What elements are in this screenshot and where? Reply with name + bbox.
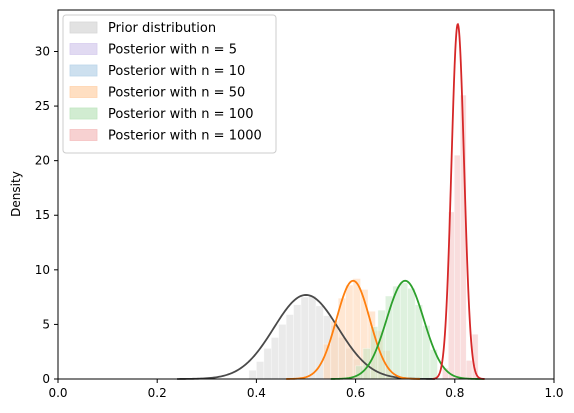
legend-swatch [69,64,98,77]
y-axis-label: Density [9,171,23,217]
histogram-bar [345,284,354,380]
histogram-bar [248,369,257,380]
histogram-bar [399,282,408,380]
histogram-bar [352,278,361,380]
legend: Prior distribution Posterior with n = 5 Po… [62,14,277,154]
axes-frame [57,9,555,380]
histogram-bar [263,348,272,380]
legend-label: Posterior with n = 50 [108,86,245,101]
histogram-bar [454,154,461,380]
x-tick-label: 1.0 [544,386,563,400]
legend-label: Posterior with n = 10 [108,64,245,79]
plot-content [177,22,485,380]
density-curve-0 [177,294,435,380]
histogram-bar [285,314,294,380]
density-curve-3 [432,22,485,380]
y-tick-label: 20 [35,154,50,168]
y-tick-label: 15 [35,208,50,222]
histogram-bar [330,320,339,380]
legend-swatch [69,129,98,141]
histogram-bar [308,295,317,380]
histogram-bar [407,288,416,380]
density-curve-2 [330,279,485,380]
histogram-bar [392,285,401,380]
histogram-bar [293,304,302,380]
y-axis: 0 5 10 15 20 25 30 [35,44,58,386]
histogram-bar [256,361,265,380]
x-tick-label: 0.6 [346,386,365,400]
legend-label: Posterior with n = 1000 [108,129,262,144]
legend-label: Posterior with n = 100 [108,107,254,122]
histogram-bar [414,304,423,380]
density-curve-1 [286,279,421,380]
histogram-bar [465,360,473,380]
x-tick-label: 0.2 [148,386,167,400]
histogram-bar [270,337,280,380]
histogram-bar [278,324,287,380]
x-tick-label: 0.0 [48,386,67,400]
y-tick-label: 30 [35,44,50,58]
legend-swatch [69,86,98,98]
x-tick-label: 0.4 [247,386,266,400]
y-tick-label: 0 [42,372,50,386]
y-tick-label: 25 [35,99,50,113]
x-axis: 0.0 0.2 0.4 0.6 0.8 1.0 [48,379,564,400]
legend-label: Prior distribution [108,21,216,36]
legend-swatch [69,21,98,34]
legend-swatch [69,43,98,55]
legend-frame [62,14,277,154]
y-tick-label: 5 [42,317,50,331]
histogram-bar [300,296,309,380]
y-tick-label: 10 [35,263,50,277]
histogram-3 [442,94,479,380]
legend-label: Posterior with n = 5 [108,43,237,58]
x-tick-label: 0.8 [445,386,464,400]
legend-swatch [69,107,98,120]
